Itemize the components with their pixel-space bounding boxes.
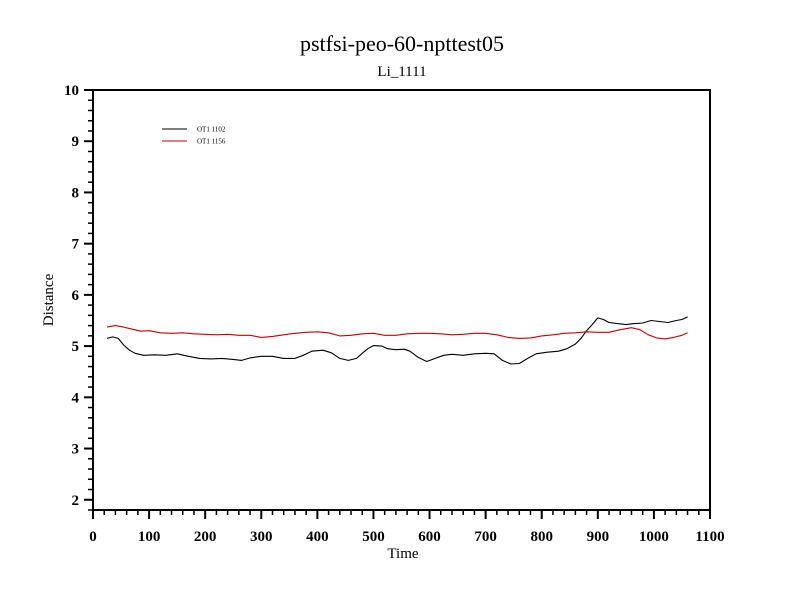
chart-title: pstfsi-peo-60-npttest05 xyxy=(300,31,504,56)
y-tick-label: 9 xyxy=(72,134,80,150)
x-tick-label: 800 xyxy=(530,529,553,545)
series-lines xyxy=(106,316,688,365)
legend-label-0: OT1 1102 xyxy=(197,126,226,134)
x-tick-label: 300 xyxy=(250,529,273,545)
x-tick-label: 200 xyxy=(194,529,217,545)
x-tick-label: 600 xyxy=(418,529,441,545)
x-tick-label: 0 xyxy=(89,529,97,545)
chart-subtitle: Li_1111 xyxy=(377,64,426,80)
y-tick-label: 4 xyxy=(72,390,80,406)
axis-ticks: 0 100 200 300 400 500 600 700 800 900 1000 1100 2 3 4 5… xyxy=(64,83,725,545)
y-tick-label: 8 xyxy=(72,185,80,201)
y-tick-label: 2 xyxy=(72,493,80,509)
x-tick-label: 700 xyxy=(474,529,497,545)
y-tick-label: 5 xyxy=(72,339,80,355)
y-axis-label: Distance xyxy=(41,273,57,326)
series-line-1 xyxy=(106,325,688,340)
plot-frame xyxy=(92,89,711,511)
x-tick-label: 1100 xyxy=(695,529,724,545)
legend-label-1: OT1 1156 xyxy=(197,138,226,146)
series-line-0 xyxy=(106,316,688,365)
x-tick-label: 500 xyxy=(362,529,385,545)
x-tick-label: 1000 xyxy=(639,529,669,545)
y-tick-label: 7 xyxy=(72,237,80,253)
x-tick-label: 100 xyxy=(138,529,161,545)
x-axis-label: Time xyxy=(387,546,418,562)
y-tick-label: 6 xyxy=(72,288,80,304)
x-tick-label: 400 xyxy=(306,529,329,545)
legend: OT1 1102 OT1 1156 xyxy=(162,126,226,146)
x-tick-label: 900 xyxy=(587,529,610,545)
y-tick-label: 10 xyxy=(64,83,79,99)
y-tick-label: 3 xyxy=(72,442,80,458)
